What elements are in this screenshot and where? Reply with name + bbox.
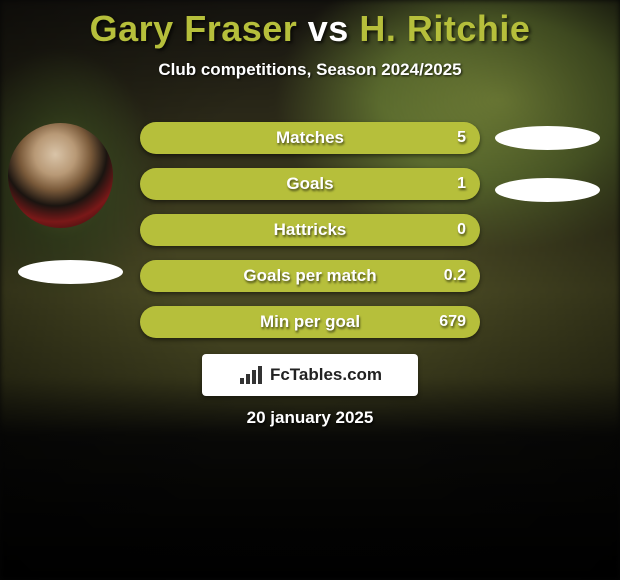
bar-label: Min per goal (140, 306, 480, 338)
bar-goals: Goals 1 (140, 168, 480, 200)
stat-bars: Matches 5 Goals 1 Hattricks 0 Goals per … (140, 122, 480, 352)
bar-value: 0.2 (444, 260, 466, 292)
footer-date: 20 january 2025 (0, 408, 620, 428)
avatar-player1 (8, 123, 113, 228)
pill-right-2 (495, 178, 600, 202)
bar-value: 1 (457, 168, 466, 200)
title-vs: vs (297, 8, 359, 49)
bar-label: Hattricks (140, 214, 480, 246)
bar-label: Goals per match (140, 260, 480, 292)
bar-value: 0 (457, 214, 466, 246)
title-player1: Gary Fraser (90, 8, 298, 49)
brand-text: FcTables.com (270, 365, 382, 385)
bar-matches: Matches 5 (140, 122, 480, 154)
page-title: Gary Fraser vs H. Ritchie (0, 0, 620, 50)
bar-label: Matches (140, 122, 480, 154)
pill-right-1 (495, 126, 600, 150)
title-player2: H. Ritchie (359, 8, 530, 49)
subtitle: Club competitions, Season 2024/2025 (0, 60, 620, 80)
bar-label: Goals (140, 168, 480, 200)
bar-min-per-goal: Min per goal 679 (140, 306, 480, 338)
bars-icon (238, 364, 264, 386)
bar-goals-per-match: Goals per match 0.2 (140, 260, 480, 292)
branding-badge: FcTables.com (202, 354, 418, 396)
bar-value: 5 (457, 122, 466, 154)
pill-left (18, 260, 123, 284)
bar-value: 679 (439, 306, 466, 338)
bar-hattricks: Hattricks 0 (140, 214, 480, 246)
content-layer: Gary Fraser vs H. Ritchie Club competiti… (0, 0, 620, 580)
